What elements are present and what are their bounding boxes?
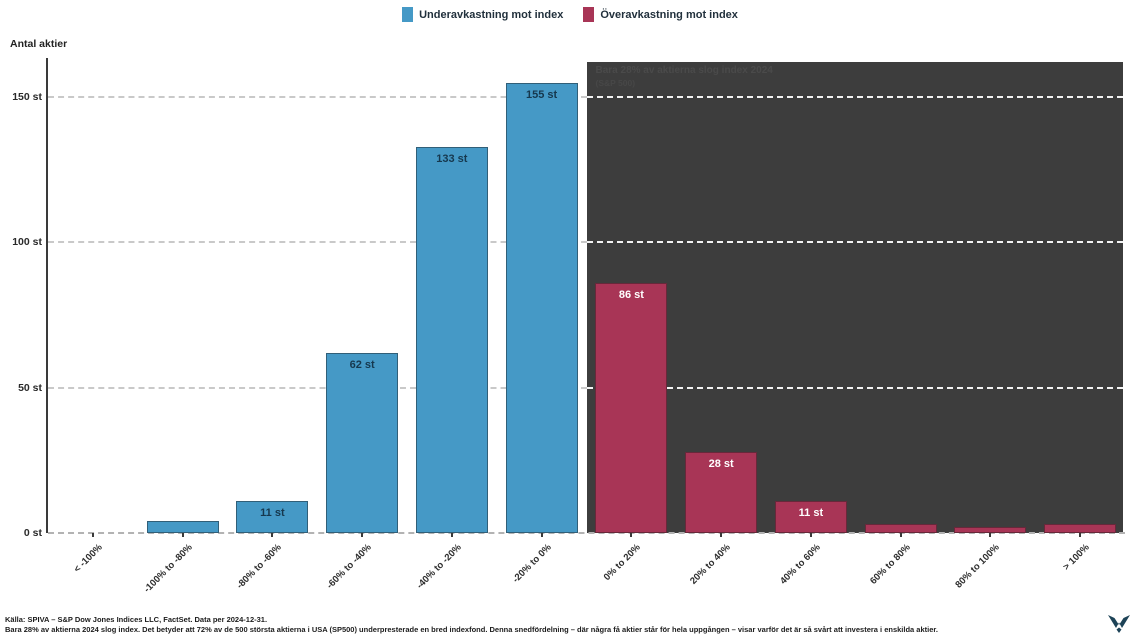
source-footer: Källa: SPIVA – S&P Dow Jones Indices LLC… [5, 615, 1055, 635]
bar: 155 st [505, 82, 578, 533]
legend-label: Underavkastning mot index [419, 8, 564, 21]
bar [864, 524, 937, 533]
y-axis-title: Antal aktier [10, 38, 68, 50]
bar: 86 st [595, 283, 668, 533]
x-tick-mark [271, 533, 274, 537]
legend-swatch-blue [402, 7, 414, 22]
highlight-box-annotation: Bara 28% av aktierna slog index 2024 [595, 65, 773, 76]
bar: 133 st [415, 146, 488, 533]
legend: Underavkastning mot index Överavkastning… [0, 7, 1140, 22]
gridline [48, 386, 587, 389]
x-tick-mark [630, 533, 633, 537]
x-tick-mark [720, 533, 723, 537]
gridline [586, 386, 1123, 389]
bar-value-label: 11 st [798, 507, 824, 520]
gridline [586, 96, 1123, 99]
gridline [48, 96, 587, 99]
x-tick-mark [450, 533, 453, 537]
x-tick-mark [361, 533, 364, 537]
legend-label: Överavkastning mot index [600, 8, 738, 21]
x-tick-mark [989, 533, 992, 537]
highlight-box-annotation-sub: (S&P 500) [595, 78, 636, 88]
gridline [48, 241, 587, 244]
x-tick-mark [1079, 533, 1082, 537]
bar-value-label: 62 st [349, 358, 375, 371]
highlight-box: Bara 28% av aktierna slog index 2024 (S&… [586, 62, 1123, 533]
bar [1044, 524, 1117, 533]
legend-item-overperformance: Överavkastning mot index [583, 7, 738, 22]
bar-value-label: 133 st [436, 152, 468, 165]
y-tick-label: 100 st [12, 236, 42, 249]
bar: 28 st [685, 451, 758, 533]
brand-logo-icon [1108, 615, 1130, 633]
bar [954, 527, 1027, 533]
bar: 11 st [236, 501, 309, 533]
gridline [586, 241, 1123, 244]
y-tick-label: 150 st [12, 91, 42, 104]
legend-item-underperformance: Underavkastning mot index [402, 7, 563, 22]
y-tick-label: 50 st [18, 381, 42, 394]
bar: 62 st [326, 352, 399, 533]
bar-value-label: 11 st [260, 507, 285, 520]
commentary-line: Bara 28% av aktierna 2024 slog index. De… [5, 625, 938, 634]
legend-swatch-red [583, 7, 595, 22]
bar [146, 521, 219, 533]
x-tick-mark [91, 533, 94, 537]
x-tick-mark [181, 533, 184, 537]
y-axis-line [46, 58, 48, 533]
bar-value-label: 28 st [708, 457, 734, 470]
x-tick-mark [809, 533, 812, 537]
bar-value-label: 86 st [618, 289, 644, 302]
x-tick-mark [899, 533, 902, 537]
x-axis-line [48, 532, 1125, 534]
bar-value-label: 155 st [526, 88, 558, 101]
bar: 11 st [774, 501, 847, 533]
source-line: Källa: SPIVA – S&P Dow Jones Indices LLC… [5, 615, 268, 624]
y-tick-label: 0 st [23, 527, 42, 539]
x-tick-mark [540, 533, 543, 537]
